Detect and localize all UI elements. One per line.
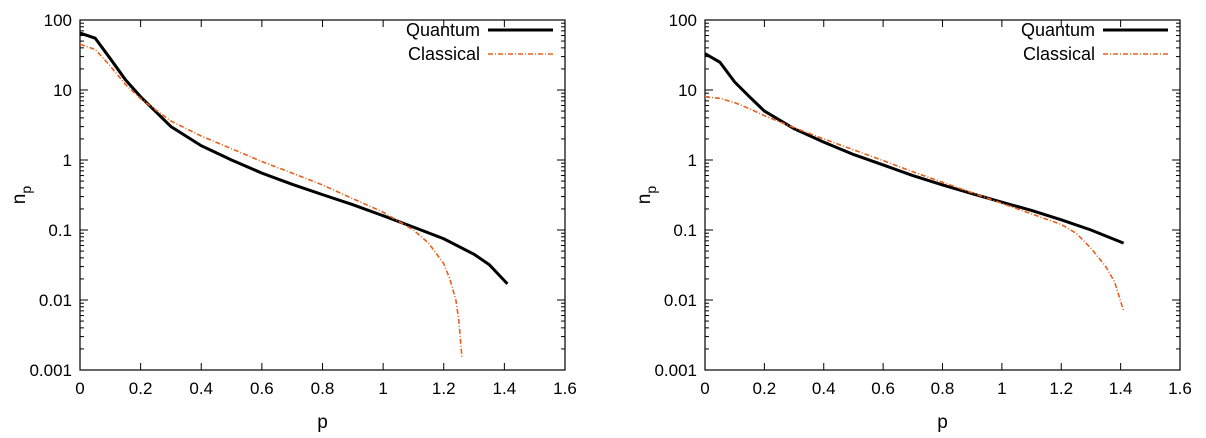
- x-tick-label: 0.6: [871, 379, 895, 398]
- legend-label-quantum: Quantum: [406, 20, 480, 40]
- y-axis-title-main: n: [634, 194, 655, 205]
- y-tick-label: 100: [44, 11, 72, 30]
- series-classical-line: [705, 95, 1125, 312]
- y-tick-label: 1: [688, 151, 697, 170]
- x-tick-label: 0.8: [311, 379, 335, 398]
- series-quantum-line: [705, 52, 1125, 245]
- x-tick-label: 0.2: [129, 379, 153, 398]
- right-panel: 0 0.2 0.4 0.6 0.8 1 1.2 1.4 1.6 0.001 0.01 0.1 1 10 10…: [634, 11, 1192, 433]
- x-tick-label: 1: [997, 379, 1006, 398]
- x-tick-label: 1.4: [493, 379, 517, 398]
- y-tick-label: 0.1: [673, 221, 697, 240]
- y-tick-label: 1: [63, 151, 72, 170]
- x-tick-label: 1.6: [1168, 379, 1192, 398]
- left-panel: 0 0.2 0.4 0.6 0.8 1 1.2 1.4 1.6 0.001 0.01 0.1 1 10 10…: [9, 11, 577, 433]
- y-tick-label: 10: [678, 81, 697, 100]
- y-axis-title-subscript: p: [18, 186, 34, 194]
- legend-label-classical: Classical: [408, 44, 480, 64]
- x-tick-label: 0: [75, 379, 84, 398]
- x-tick-label: 1: [378, 379, 387, 398]
- y-tick-label: 0.01: [664, 291, 697, 310]
- y-tick-label: 0.01: [39, 291, 72, 310]
- legend-label-classical: Classical: [1023, 44, 1095, 64]
- y-axis-title-subscript: p: [643, 186, 659, 194]
- y-tick-label: 100: [669, 11, 697, 30]
- y-tick-label: 0.1: [48, 221, 72, 240]
- legend-label-quantum: Quantum: [1021, 20, 1095, 40]
- y-tick-label: 0.001: [654, 361, 697, 380]
- x-tick-label: 0.6: [250, 379, 274, 398]
- x-tick-label: 0.4: [189, 379, 213, 398]
- x-axis-title: p: [937, 412, 948, 433]
- y-axis-title-main: n: [9, 194, 30, 205]
- x-tick-label: 1.2: [1049, 379, 1073, 398]
- x-tick-label: 0.2: [753, 379, 777, 398]
- x-tick-label: 1.2: [432, 379, 456, 398]
- x-tick-label: 0.4: [812, 379, 836, 398]
- series-quantum-line: [80, 31, 509, 285]
- x-tick-label: 0.8: [931, 379, 955, 398]
- y-tick-label: 10: [53, 81, 72, 100]
- x-axis-title: p: [317, 412, 328, 433]
- x-tick-label: 1.4: [1109, 379, 1133, 398]
- plot-frame: [704, 19, 1181, 371]
- x-tick-label: 1.6: [553, 379, 577, 398]
- y-axis-title: np: [634, 186, 659, 205]
- y-axis-title: np: [9, 186, 34, 205]
- x-tick-label: 0: [700, 379, 709, 398]
- y-tick-label: 0.001: [29, 361, 72, 380]
